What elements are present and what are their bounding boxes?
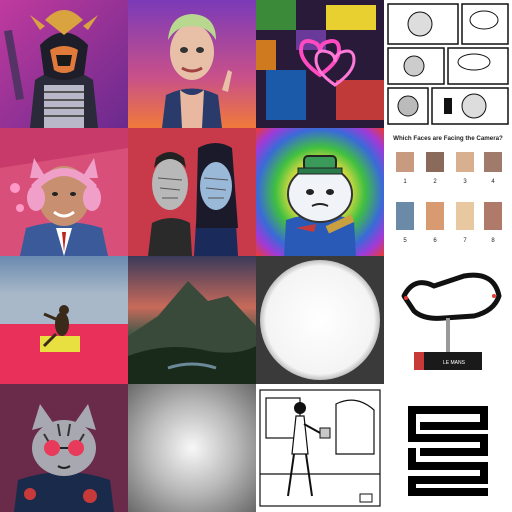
race-track-model-image: LE MANS <box>384 256 512 384</box>
tile-15[interactable] <box>256 384 384 512</box>
face-number: 8 <box>491 238 495 244</box>
cartoon-snowman-rainbow-image <box>256 128 384 256</box>
white-circle-image <box>256 256 384 384</box>
tile-5[interactable] <box>0 128 128 256</box>
faces-grid-title: Which Faces are Facing the Camera? <box>393 135 503 142</box>
line-art-figure-image <box>256 384 384 512</box>
cat-sunglasses-image <box>0 384 128 512</box>
figure-on-red-image <box>0 256 128 384</box>
manga-page-image <box>384 0 512 128</box>
faces-grid-image: Which Faces are Facing the Camera? 1 2 3… <box>384 128 512 256</box>
face-number: 4 <box>491 179 495 185</box>
tile-11[interactable] <box>256 256 384 384</box>
maze-glyph-image <box>384 384 512 512</box>
tile-8[interactable]: Which Faces are Facing the Camera? 1 2 3… <box>384 128 512 256</box>
tile-9[interactable] <box>0 256 128 384</box>
faces-row-1-numbers: 1 2 3 4 <box>403 179 495 185</box>
tile-13[interactable] <box>0 384 128 512</box>
face-number: 7 <box>463 238 467 244</box>
tile-4[interactable] <box>384 0 512 128</box>
track-caption: LE MANS <box>443 360 466 366</box>
tile-10[interactable] <box>128 256 256 384</box>
tile-3[interactable] <box>256 0 384 128</box>
distorted-faces-image <box>128 128 256 256</box>
caricature-portrait-image <box>128 0 256 128</box>
tile-2[interactable] <box>128 0 256 128</box>
gray-radial-gradient-image <box>128 384 256 512</box>
tile-12[interactable]: LE MANS <box>384 256 512 384</box>
tile-16[interactable] <box>384 384 512 512</box>
faces-row-2-numbers: 5 6 7 8 <box>403 238 495 244</box>
mountain-sunset-image <box>128 256 256 384</box>
face-number: 2 <box>433 179 437 185</box>
neon-glitch-hearts-image <box>256 0 384 128</box>
tile-1[interactable] <box>0 0 128 128</box>
faces-row-2 <box>396 202 502 230</box>
face-number: 1 <box>403 179 407 185</box>
samurai-robot-image <box>0 0 128 128</box>
face-number: 5 <box>403 238 407 244</box>
tile-7[interactable] <box>256 128 384 256</box>
tile-14[interactable] <box>128 384 256 512</box>
face-number: 6 <box>433 238 437 244</box>
faces-row-1 <box>396 152 502 172</box>
tile-6[interactable] <box>128 128 256 256</box>
face-number: 3 <box>463 179 467 185</box>
cat-headphones-graffiti-image <box>0 128 128 256</box>
